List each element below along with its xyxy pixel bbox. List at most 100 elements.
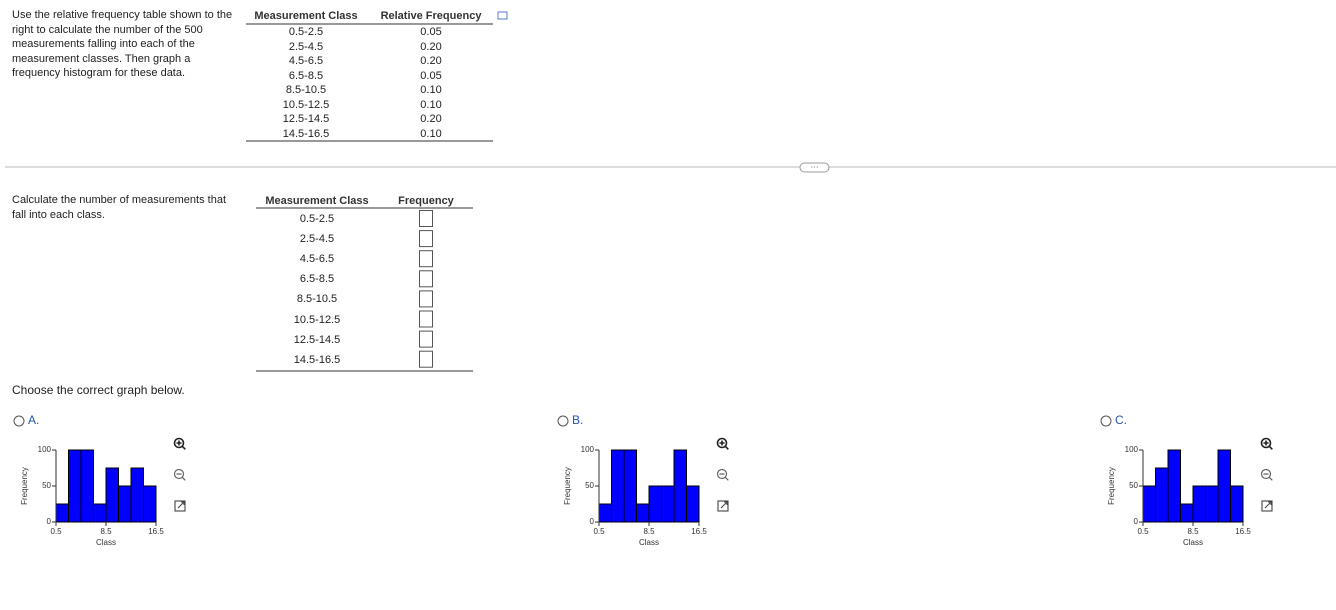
frequency-input[interactable] bbox=[419, 310, 433, 328]
x-tick-label: 16.5 bbox=[1235, 527, 1251, 536]
frequency-input[interactable] bbox=[419, 290, 433, 308]
table-cell: 0.5-2.5 bbox=[288, 26, 324, 38]
zoom-out-icon bbox=[176, 473, 186, 481]
frequency-input[interactable] bbox=[419, 270, 433, 288]
table-header: Frequency bbox=[398, 195, 454, 207]
y-tick-label: 50 bbox=[42, 481, 51, 490]
y-tick-label: 100 bbox=[581, 445, 595, 454]
expand-button[interactable] bbox=[799, 162, 830, 173]
radio-button[interactable] bbox=[557, 415, 569, 427]
bar bbox=[105, 467, 119, 523]
option-label: C. bbox=[1115, 413, 1127, 427]
zoom-in-icon[interactable] bbox=[173, 437, 185, 449]
table-cell: 6.5-8.5 bbox=[299, 273, 335, 286]
bar bbox=[1142, 485, 1156, 523]
table-cell: 14.5-16.5 bbox=[293, 353, 341, 366]
table-header: Measurement Class bbox=[265, 195, 369, 207]
table-cell: 12.5-14.5 bbox=[293, 333, 341, 346]
intro-text: Use the relative frequency table shown t… bbox=[12, 9, 233, 79]
bar bbox=[1230, 485, 1244, 523]
y-tick-label: 0 bbox=[590, 517, 595, 526]
frequency-input[interactable] bbox=[419, 210, 433, 227]
copy-icon[interactable] bbox=[497, 11, 508, 20]
table-cell: 10.5-12.5 bbox=[293, 313, 341, 326]
x-tick-label: 0.5 bbox=[1137, 527, 1149, 536]
bar bbox=[55, 503, 69, 523]
y-tick-label: 50 bbox=[1129, 481, 1138, 490]
table-cell: 2.5-4.5 bbox=[288, 40, 324, 53]
y-tick-label: 0 bbox=[1134, 517, 1139, 526]
open-icon[interactable] bbox=[1261, 500, 1273, 512]
x-tick-label: 16.5 bbox=[691, 527, 707, 536]
prompt-text: Calculate the number of measurements tha… bbox=[12, 194, 227, 221]
x-tick-label: 8.5 bbox=[1187, 527, 1199, 536]
prompt-text: Choose the correct graph below. bbox=[12, 383, 185, 397]
expand-dots: ··· bbox=[811, 163, 819, 172]
frequency-input[interactable] bbox=[419, 350, 433, 368]
y-axis-label: Frequency bbox=[20, 467, 29, 505]
radio-button[interactable] bbox=[1100, 415, 1112, 427]
frequency-input[interactable] bbox=[419, 330, 433, 348]
option-label: B. bbox=[572, 413, 584, 427]
table-cell: 0.05 bbox=[420, 69, 442, 82]
bar bbox=[118, 485, 132, 523]
zoom-in-icon[interactable] bbox=[1260, 437, 1272, 449]
bar bbox=[130, 467, 144, 523]
bar bbox=[1155, 467, 1169, 523]
zoom-in-icon bbox=[719, 440, 729, 450]
table-cell: 14.5-16.5 bbox=[282, 127, 330, 140]
zoom-in-icon[interactable] bbox=[716, 437, 728, 449]
y-axis-label: Frequency bbox=[1107, 467, 1116, 505]
table-cell: 10.5-12.5 bbox=[282, 98, 330, 111]
table-cell: 0.20 bbox=[420, 113, 442, 125]
bar bbox=[598, 503, 612, 523]
x-tick-label: 8.5 bbox=[100, 527, 112, 536]
open-icon[interactable] bbox=[717, 500, 729, 512]
open-icon[interactable] bbox=[174, 500, 186, 512]
bar bbox=[1217, 449, 1231, 523]
table-cell: 2.5-4.5 bbox=[299, 233, 335, 246]
open-icon bbox=[720, 501, 728, 509]
bar bbox=[648, 485, 662, 523]
y-tick-label: 0 bbox=[47, 517, 52, 526]
y-axis-label: Frequency bbox=[563, 467, 572, 505]
zoom-out-icon[interactable] bbox=[1260, 468, 1272, 480]
bar bbox=[143, 485, 157, 523]
zoom-out-icon bbox=[1263, 473, 1273, 481]
x-axis-label: Class bbox=[1183, 538, 1203, 547]
bar bbox=[611, 449, 625, 523]
bar bbox=[1205, 485, 1219, 523]
x-axis-label: Class bbox=[639, 538, 659, 547]
table-cell: 12.5-14.5 bbox=[282, 113, 330, 125]
table-cell: 0.20 bbox=[420, 55, 442, 67]
frequency-input[interactable] bbox=[419, 250, 433, 268]
bar bbox=[1167, 449, 1181, 523]
x-tick-label: 0.5 bbox=[593, 527, 605, 536]
bar bbox=[636, 503, 650, 523]
table-cell: 0.10 bbox=[420, 98, 442, 111]
open-icon bbox=[1264, 501, 1272, 509]
frequency-input[interactable] bbox=[419, 230, 433, 248]
x-tick-label: 8.5 bbox=[643, 527, 655, 536]
option-label: A. bbox=[28, 413, 40, 427]
table-cell: 0.10 bbox=[420, 84, 442, 96]
table-cell: 8.5-10.5 bbox=[285, 84, 327, 96]
table-cell: 4.5-6.5 bbox=[299, 253, 335, 266]
zoom-out-icon[interactable] bbox=[173, 468, 185, 480]
y-tick-label: 50 bbox=[585, 481, 594, 490]
bar bbox=[1192, 485, 1206, 523]
open-icon bbox=[177, 501, 185, 509]
zoom-out-icon[interactable] bbox=[716, 468, 728, 480]
x-tick-label: 16.5 bbox=[148, 527, 164, 536]
zoom-in-icon bbox=[1263, 440, 1273, 450]
x-axis-label: Class bbox=[96, 538, 116, 547]
bar bbox=[673, 449, 687, 523]
radio-button[interactable] bbox=[13, 415, 25, 427]
table-header: Relative Frequency bbox=[380, 10, 482, 22]
table-header: Measurement Class bbox=[254, 10, 358, 22]
table-cell: 8.5-10.5 bbox=[296, 293, 338, 306]
table-cell: 0.10 bbox=[420, 127, 442, 140]
table-cell: 4.5-6.5 bbox=[288, 55, 324, 67]
